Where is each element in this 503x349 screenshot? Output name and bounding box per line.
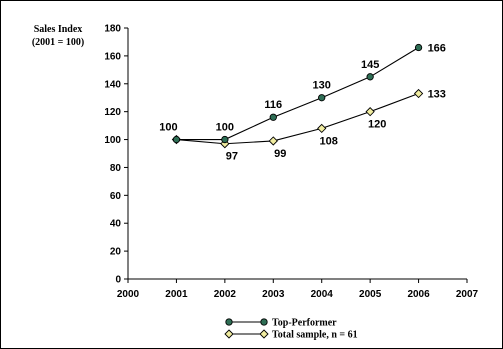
data-label: 145 <box>361 59 379 71</box>
series-total-sample <box>171 88 424 149</box>
y-tick-label: 40 <box>110 219 122 230</box>
legend-marker <box>224 329 234 339</box>
x-tick-label: 2006 <box>407 289 430 300</box>
data-point <box>366 73 374 81</box>
data-point <box>269 113 277 121</box>
data-label: 130 <box>313 80 331 92</box>
axes: 0 20 40 60 80 100 120 140 160 180 2000 2001 2002 2003… <box>104 24 478 301</box>
y-tick-label: 120 <box>104 107 121 118</box>
data-label: 100 <box>216 122 234 134</box>
series-line <box>176 93 419 145</box>
x-tick-label: 2001 <box>165 289 188 300</box>
legend-marker <box>260 318 268 326</box>
data-point <box>221 135 229 144</box>
legend-label: Top-Performer <box>272 318 337 329</box>
series-layer: 100 100 116 130 145 166 97 99 108 120 133 <box>159 43 446 163</box>
data-label: 100 <box>159 122 177 134</box>
x-tick-label: 2000 <box>117 289 140 300</box>
data-label: 108 <box>320 135 338 147</box>
y-tick-label: 140 <box>104 79 121 90</box>
x-tick-label: 2004 <box>311 289 334 300</box>
data-label: 133 <box>428 89 446 101</box>
legend-item: Total sample, n = 61 <box>224 329 358 341</box>
x-tick-label: 2003 <box>262 289 285 300</box>
data-labels-total-sample: 97 99 108 120 133 <box>226 89 446 163</box>
data-label: 116 <box>264 99 282 111</box>
data-point <box>365 107 375 117</box>
y-tick-label: 0 <box>115 275 121 286</box>
x-tick-label: 2007 <box>456 289 479 300</box>
y-tick-label: 20 <box>110 247 122 258</box>
data-label: 166 <box>428 43 446 55</box>
legend-marker <box>225 318 233 326</box>
y-axis-label-line-2: (2001 = 100) <box>32 37 84 48</box>
data-point <box>268 136 278 146</box>
data-point <box>317 123 327 134</box>
x-tick-label: 2002 <box>214 289 237 300</box>
y-tick-label: 180 <box>104 24 121 35</box>
y-tick-label: 100 <box>104 135 121 146</box>
legend-label: Total sample, n = 61 <box>272 330 358 341</box>
data-label: 120 <box>368 119 386 131</box>
y-tick-label: 160 <box>104 51 121 62</box>
x-tick-label: 2005 <box>359 289 382 300</box>
data-label: 97 <box>226 151 238 163</box>
legend-item: Top-Performer <box>225 318 337 329</box>
y-tick-label: 60 <box>110 191 122 202</box>
data-point <box>172 135 181 144</box>
data-point <box>318 94 326 102</box>
data-label: 99 <box>274 148 286 160</box>
data-point <box>414 43 423 52</box>
y-tick-label: 80 <box>110 163 122 174</box>
legend-marker <box>259 329 269 339</box>
y-axis-label-line-1: Sales Index <box>34 24 83 35</box>
data-labels-top-performer: 100 100 116 130 145 166 <box>159 43 446 134</box>
data-point <box>413 88 424 99</box>
series-top-performer <box>172 43 423 144</box>
series-line <box>176 47 419 141</box>
